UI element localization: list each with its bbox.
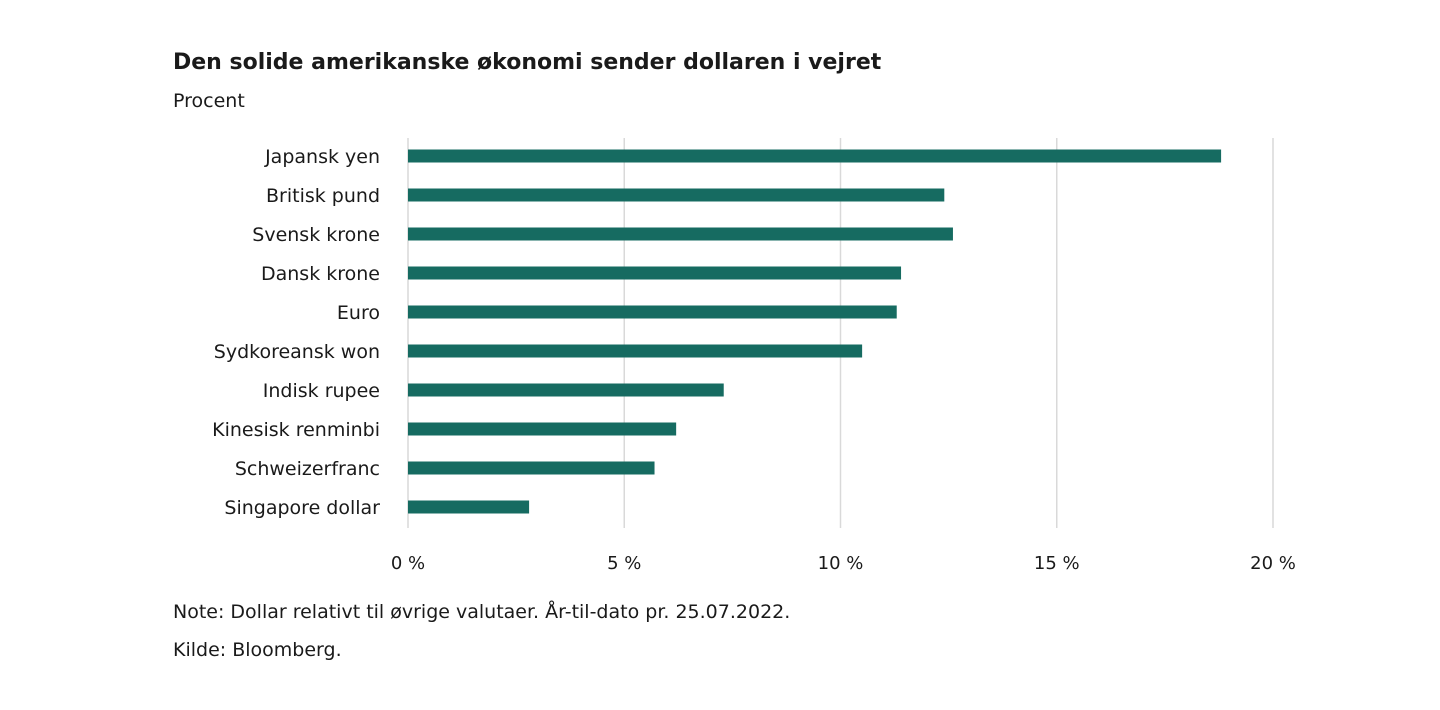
chart-subtitle: Procent (173, 90, 245, 112)
bar (408, 461, 655, 475)
bar (408, 227, 953, 241)
category-label: Dansk krone (261, 263, 380, 285)
bar (408, 149, 1222, 163)
category-label: Svensk krone (252, 224, 380, 246)
category-label: Sydkoreansk won (214, 341, 380, 363)
bar (408, 500, 530, 514)
category-label: Schweizerfranc (235, 458, 380, 480)
category-label: Singapore dollar (224, 497, 380, 519)
bar (408, 188, 945, 202)
x-tick-label: 5 % (607, 553, 641, 574)
x-tick-label: 15 % (1034, 553, 1080, 574)
category-label: Euro (337, 302, 380, 324)
chart-title: Den solide amerikanske økonomi sender do… (173, 50, 882, 75)
bar (408, 422, 677, 436)
category-label: Indisk rupee (263, 380, 380, 402)
bar (408, 344, 863, 358)
bar (408, 305, 897, 319)
x-tick-label: 20 % (1250, 553, 1296, 574)
x-tick-label: 10 % (818, 553, 864, 574)
chart-note: Note: Dollar relativt til øvrige valutae… (173, 601, 791, 623)
category-label: Britisk pund (266, 185, 380, 207)
x-tick-label: 0 % (391, 553, 425, 574)
bar (408, 266, 902, 280)
bar (408, 383, 724, 397)
category-label: Japansk yen (264, 146, 380, 168)
category-label: Kinesisk renminbi (212, 419, 380, 441)
chart-source: Kilde: Bloomberg. (173, 639, 342, 661)
